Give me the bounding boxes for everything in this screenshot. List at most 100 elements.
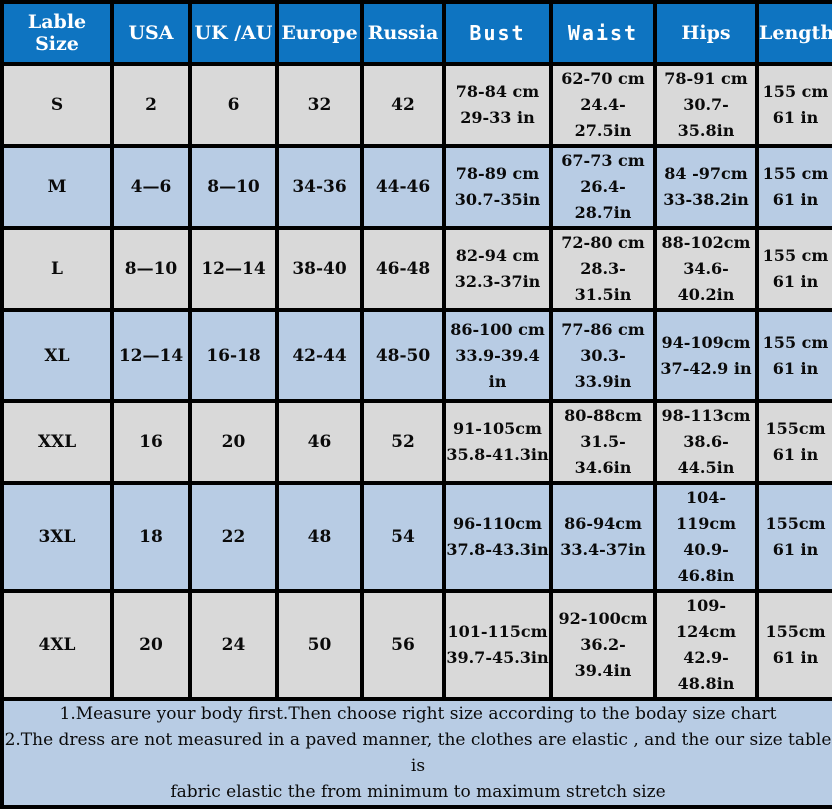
cell-waist: 67-73 cm 26.4-28.7in: [549, 144, 657, 230]
length-in: 61 in: [772, 648, 819, 667]
bust-in: 33.9-39.4 in: [455, 345, 540, 391]
header-bust: Bust: [442, 0, 553, 66]
notes-row: 1.Measure your body first.Then choose ri…: [0, 697, 832, 809]
table-row-xl: XL 12—14 16-18 42-44 48-50 86-100 cm 33.9…: [0, 308, 832, 403]
bust-cm: 86-100 cm: [450, 319, 545, 339]
cell-russia: 44-46: [360, 144, 446, 230]
bust-cm: 96-110cm: [453, 514, 542, 533]
waist-in: 28.3-31.5in: [574, 259, 632, 304]
cell-russia: 56: [360, 589, 446, 701]
cell-hips: 109-124cm 42.9-48.8in: [653, 589, 759, 701]
header-hips: Hips: [653, 0, 759, 66]
header-waist: Waist: [549, 0, 657, 66]
cell-bust: 101-115cm 39.7-45.3in: [442, 589, 553, 701]
cell-bust: 86-100 cm 33.9-39.4 in: [442, 308, 553, 403]
bust-cm: 78-89 cm: [455, 164, 540, 183]
cell-usa: 4—6: [110, 144, 192, 230]
cell-hips: 98-113cm 38.6-44.5in: [653, 399, 759, 485]
cell-uk-au: 8—10: [188, 144, 279, 230]
waist-cm: 86-94cm: [564, 514, 642, 533]
cell-uk-au: 12—14: [188, 226, 279, 312]
cell-usa: 18: [110, 481, 192, 593]
cell-label: S: [0, 62, 114, 148]
cell-russia: 42: [360, 62, 446, 148]
length-cm: 155 cm: [762, 332, 829, 352]
cell-label: L: [0, 226, 114, 312]
cell-label: XXL: [0, 399, 114, 485]
table-row-4xl: 4XL 20 24 50 56 101-115cm 39.7-45.3in 92-…: [0, 589, 832, 701]
cell-bust: 78-89 cm 30.7-35in: [442, 144, 553, 230]
length-cm: 155 cm: [762, 246, 829, 265]
table-row-l: L 8—10 12—14 38-40 46-48 82-94 cm 32.3-37…: [0, 226, 832, 312]
bust-cm: 82-94 cm: [455, 246, 540, 265]
cell-waist: 80-88cm 31.5-34.6in: [549, 399, 657, 485]
waist-cm: 72-80 cm: [561, 233, 645, 252]
cell-waist: 62-70 cm 24.4-27.5in: [549, 62, 657, 148]
cell-europe: 34-36: [275, 144, 364, 230]
cell-uk-au: 16-18: [188, 308, 279, 403]
cell-uk-au: 20: [188, 399, 279, 485]
length-in: 61 in: [772, 190, 819, 209]
table-row-s: S 2 6 32 42 78-84 cm 29-33 in 62-70 cm 24.…: [0, 62, 832, 148]
cell-europe: 46: [275, 399, 364, 485]
length-in: 61 in: [772, 540, 819, 559]
waist-cm: 80-88cm: [564, 406, 642, 425]
bust-in: 37.8-43.3in: [446, 540, 549, 559]
waist-in: 36.2-39.4in: [574, 635, 632, 680]
cell-hips: 104-119cm 40.9-46.8in: [653, 481, 759, 593]
cell-europe: 38-40: [275, 226, 364, 312]
cell-russia: 52: [360, 399, 446, 485]
waist-cm: 77-86 cm: [561, 319, 645, 339]
length-in: 61 in: [772, 272, 819, 291]
cell-uk-au: 22: [188, 481, 279, 593]
cell-length: 155cm 61 in: [755, 481, 832, 593]
cell-bust: 91-105cm 35.8-41.3in: [442, 399, 553, 485]
header-usa: USA: [110, 0, 192, 66]
length-in: 61 in: [772, 445, 819, 464]
cell-russia: 48-50: [360, 308, 446, 403]
header-row: Lable Size USA UK /AU Europe Russia Bust…: [0, 0, 832, 66]
cell-bust: 78-84 cm 29-33 in: [442, 62, 553, 148]
waist-in: 24.4-27.5in: [574, 95, 632, 140]
cell-europe: 48: [275, 481, 364, 593]
cell-waist: 92-100cm 36.2-39.4in: [549, 589, 657, 701]
waist-cm: 67-73 cm: [561, 151, 645, 170]
hips-cm: 104-119cm: [675, 488, 737, 533]
cell-length: 155cm 61 in: [755, 589, 832, 701]
cell-usa: 12—14: [110, 308, 192, 403]
header-uk-au: UK /AU: [188, 0, 279, 66]
note-line-2: 2.The dress are not measured in a paved …: [4, 730, 832, 776]
waist-in: 26.4-28.7in: [574, 177, 632, 222]
hips-in: 30.7-35.8in: [677, 95, 735, 140]
hips-in: 38.6-44.5in: [677, 432, 735, 477]
bust-cm: 91-105cm: [453, 419, 542, 438]
cell-usa: 20: [110, 589, 192, 701]
cell-bust: 82-94 cm 32.3-37in: [442, 226, 553, 312]
note-line-3: fabric elastic the from minimum to maxim…: [170, 782, 666, 802]
hips-cm: 88-102cm: [661, 233, 751, 252]
cell-hips: 84 -97cm 33-38.2in: [653, 144, 759, 230]
waist-in: 31.5-34.6in: [574, 432, 632, 477]
length-in: 61 in: [772, 358, 819, 378]
waist-cm: 62-70 cm: [561, 69, 645, 88]
bust-in: 35.8-41.3in: [446, 445, 549, 464]
table-row-xxl: XXL 16 20 46 52 91-105cm 35.8-41.3in 80-8…: [0, 399, 832, 485]
cell-usa: 8—10: [110, 226, 192, 312]
bust-in: 30.7-35in: [454, 190, 541, 209]
cell-russia: 46-48: [360, 226, 446, 312]
hips-cm: 78-91 cm: [664, 69, 748, 88]
cell-label: 4XL: [0, 589, 114, 701]
cell-waist: 77-86 cm 30.3-33.9in: [549, 308, 657, 403]
cell-label: M: [0, 144, 114, 230]
cell-usa: 2: [110, 62, 192, 148]
hips-cm: 109-124cm: [675, 596, 737, 641]
header-lable-size: Lable Size: [0, 0, 114, 66]
cell-length: 155cm 61 in: [755, 399, 832, 485]
length-cm: 155 cm: [762, 164, 829, 183]
hips-cm: 98-113cm: [661, 406, 751, 425]
cell-waist: 72-80 cm 28.3-31.5in: [549, 226, 657, 312]
cell-hips: 88-102cm 34.6-40.2in: [653, 226, 759, 312]
cell-length: 155 cm 61 in: [755, 144, 832, 230]
cell-length: 155 cm 61 in: [755, 226, 832, 312]
